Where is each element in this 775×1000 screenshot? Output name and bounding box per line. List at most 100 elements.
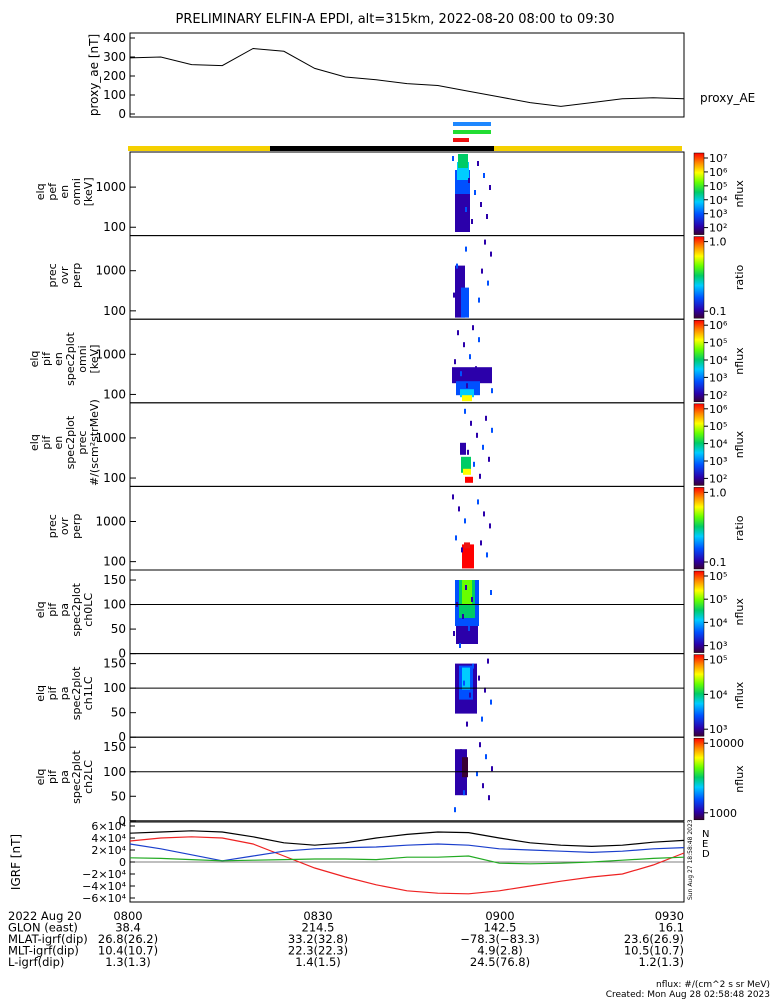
panel-ylabel-line: spec2plot (70, 582, 83, 636)
panel-ylabel-line: [keV] (88, 345, 101, 374)
panel-ytick-label: 0 (118, 647, 126, 661)
spectrogram-speck (471, 219, 473, 224)
spectrogram-speck (462, 275, 464, 281)
spectrogram-speck (490, 590, 492, 595)
panel-ytick-label: 100 (103, 471, 126, 485)
panel-ytick-label: 1000 (95, 515, 126, 529)
spectrogram-speck (461, 547, 463, 553)
panel-ylabel-line: omni (70, 178, 83, 205)
panel-ylabel-line: spec2plot (64, 332, 77, 386)
spectrogram-speck (485, 415, 487, 421)
footer-cell: 0800 (113, 909, 142, 923)
spectrogram-speck (471, 597, 473, 602)
night-bar (270, 146, 494, 151)
spectrogram-speck (453, 292, 455, 298)
colorbar (693, 654, 705, 737)
spectrogram-speck (488, 456, 490, 462)
panel-ylabel-line: pif (46, 602, 59, 617)
footer-cell: 38.4 (115, 921, 141, 935)
ae-ytick-label: 100 (103, 88, 126, 102)
igrf-legend: NED (702, 829, 710, 860)
created-note: Created: Mon Aug 28 02:58:48 2023 (606, 990, 770, 1000)
footer-row-label: MLAT-igrf(dip) (8, 932, 88, 946)
colorbar-label: nflux (733, 430, 746, 458)
spectrogram-cell (455, 265, 465, 318)
footer-cell: 16.1 (658, 921, 684, 935)
colorbar-tick-label: 0.1 (709, 556, 727, 569)
panel-ylabel-line: elq (34, 183, 47, 200)
spectrogram-speck (464, 408, 466, 414)
spectrogram-cell (461, 456, 471, 473)
colorbar-tick-label: 10³ (709, 371, 727, 384)
panel-ytick-label: 100 (103, 304, 126, 318)
panel-ylabel-line: spec2plot (70, 666, 83, 720)
footer-cell: −78.3(−83.3) (460, 932, 539, 946)
footer-row-label: 2022 Aug 20 (8, 909, 82, 923)
panel-ytick-label: 1000 (95, 431, 126, 445)
side-stamp: Sun Aug 27 18:58:48 2023 (687, 819, 694, 900)
panel-frame (129, 485, 685, 571)
spectrogram-speck (473, 461, 475, 467)
science-zone-bar-left (128, 146, 270, 151)
panel-ylabel-line: ovr (58, 266, 71, 284)
panel-ylabel-line: en (52, 436, 65, 450)
igrf-series-total (129, 830, 685, 848)
colorbar-label: nflux (733, 765, 746, 793)
panel-ylabel-line: ovr (58, 517, 71, 535)
spectrogram-speck (478, 337, 480, 343)
spectrogram-cell (462, 580, 472, 604)
ae-panel: 400 300 200 100 0 proxy_ae [nT] proxy_AE (87, 31, 755, 121)
spectrogram-speck (482, 783, 484, 789)
fgm-bar-blue (453, 122, 491, 126)
panel-ylabel-line: prec (46, 514, 59, 538)
igrf-ytick-label: 2×10⁴ (91, 844, 126, 857)
spectrogram-speck (477, 499, 479, 505)
spectrogram-panel-3: 1000 100 elq pif en spec2plot omni [keV] 10⁶ 10⁵ 1… (28, 318, 746, 404)
spectrogram-speck (459, 304, 461, 310)
panel-ylabel-line: #/(scm²strMeV) (88, 399, 101, 486)
spectrogram-speck (489, 185, 491, 190)
spectrogram-panel-1: 1000 100 elq pef en omni [keV] 10⁷10⁶10⁵10⁴10³1… (34, 151, 746, 237)
panel-ylabel-line: elq (28, 434, 41, 451)
colorbar-tick-label: 10⁴ (709, 616, 728, 629)
ae-ylabel: proxy_ae [nT] (87, 34, 101, 116)
spectrogram-cell (465, 476, 473, 483)
spectrogram-speck (477, 609, 479, 614)
spectrogram-speck (454, 807, 456, 813)
ae-ytick-label: 400 (103, 31, 126, 45)
panel-ytick-label: 1000 (95, 180, 126, 194)
colorbar-tick-label: 10² (709, 222, 727, 235)
colorbar-tick-label: 10⁴ (709, 354, 728, 367)
spectrogram-speck (484, 687, 486, 693)
spectrogram-speck (467, 449, 469, 455)
footer-cell: 10.4(10.7) (98, 944, 158, 958)
panel-ytick-label: 1000 (95, 264, 126, 278)
colorbar-label: nflux (733, 598, 746, 626)
panel-ytick-label: 100 (103, 598, 126, 612)
spectrogram-speck (465, 207, 467, 212)
spectrogram-panel-2: 1000 100 prec ovr perp 1.0 0.1 ratio (46, 235, 746, 320)
spectrogram-speck (469, 354, 471, 360)
spectrogram-speck (481, 716, 483, 722)
spectrogram-cell (455, 192, 470, 232)
panel-ytick-label: 50 (111, 622, 126, 636)
spectrogram-speck (484, 239, 486, 245)
panel-ytick-label: 150 (103, 740, 126, 754)
spectrogram-panel-7: 150 100 50 0 elq pif pa spec2plot ch1LC 10⁵ 10⁴ 10³… (34, 653, 746, 744)
panel-ylabel-line: elq (34, 601, 47, 618)
colorbar (693, 737, 705, 821)
colorbar-tick-label: 10² (709, 472, 727, 485)
panel-frame (129, 402, 685, 487)
footer-cell: 1.2(1.3) (638, 955, 684, 969)
igrf-legend-E: E (702, 839, 708, 850)
footer-cell: 4.9(2.8) (477, 944, 523, 958)
igrf-ylabel: IGRF [nT] (9, 834, 23, 890)
spectrogram-speck (478, 297, 480, 303)
spectrogram-speck (460, 371, 462, 377)
panel-frame (129, 151, 685, 237)
colorbar-tick-label: 10³ (709, 640, 727, 653)
spectrogram-speck (478, 675, 480, 681)
footer-row-label: GLON (east) (8, 921, 78, 935)
spectrogram-speck (481, 268, 483, 274)
